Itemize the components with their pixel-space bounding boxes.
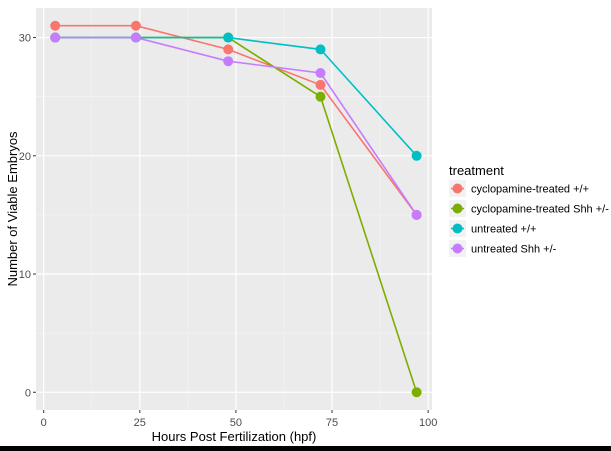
legend-label: untreated Shh +/- <box>471 244 557 256</box>
y-tick-label: 0 <box>25 387 31 399</box>
y-tick-label: 10 <box>19 269 31 281</box>
x-tick-label: 100 <box>419 417 437 429</box>
data-point-series-3 <box>223 32 234 43</box>
data-point-series-2 <box>315 91 326 102</box>
legend-key-point <box>452 183 463 194</box>
x-tick-label: 75 <box>326 417 338 429</box>
y-tick-label: 20 <box>19 151 31 163</box>
legend-title: treatment <box>449 163 504 178</box>
y-axis-title: Number of Viable Embryos <box>5 131 20 287</box>
data-point-series-1 <box>50 20 61 31</box>
data-point-series-2 <box>411 387 422 398</box>
x-tick-label: 50 <box>230 417 242 429</box>
legend-key-point <box>452 243 463 254</box>
data-point-series-1 <box>130 20 141 31</box>
series-points <box>50 20 422 398</box>
data-point-series-4 <box>130 32 141 43</box>
major-gridlines <box>36 8 432 410</box>
x-axis: 0 25 50 75 100 <box>41 410 437 429</box>
y-tick-label: 30 <box>19 33 31 45</box>
minor-gridlines <box>36 8 432 410</box>
data-point-series-3 <box>411 150 422 161</box>
data-point-series-1 <box>315 79 326 90</box>
legend-key-point <box>452 203 463 214</box>
data-point-series-4 <box>50 32 61 43</box>
legend-label: cyclopamine-treated +/+ <box>471 184 589 196</box>
legend-key-point <box>452 223 463 234</box>
data-point-series-4 <box>223 56 234 67</box>
data-point-series-4 <box>411 209 422 220</box>
plot-panel <box>36 8 432 410</box>
legend-label: untreated +/+ <box>471 224 536 236</box>
x-tick-label: 0 <box>41 417 47 429</box>
data-point-series-1 <box>223 44 234 55</box>
data-point-series-4 <box>315 68 326 79</box>
x-axis-title: Hours Post Fertilization (hpf) <box>152 429 317 444</box>
legend: treatment cyclopamine-treated +/+ cyclopa… <box>449 163 609 257</box>
data-point-series-3 <box>315 44 326 55</box>
bottom-border <box>0 446 611 451</box>
y-axis: 0 10 20 30 <box>19 33 36 399</box>
x-tick-label: 25 <box>134 417 146 429</box>
legend-label: cyclopamine-treated Shh +/- <box>471 204 609 216</box>
